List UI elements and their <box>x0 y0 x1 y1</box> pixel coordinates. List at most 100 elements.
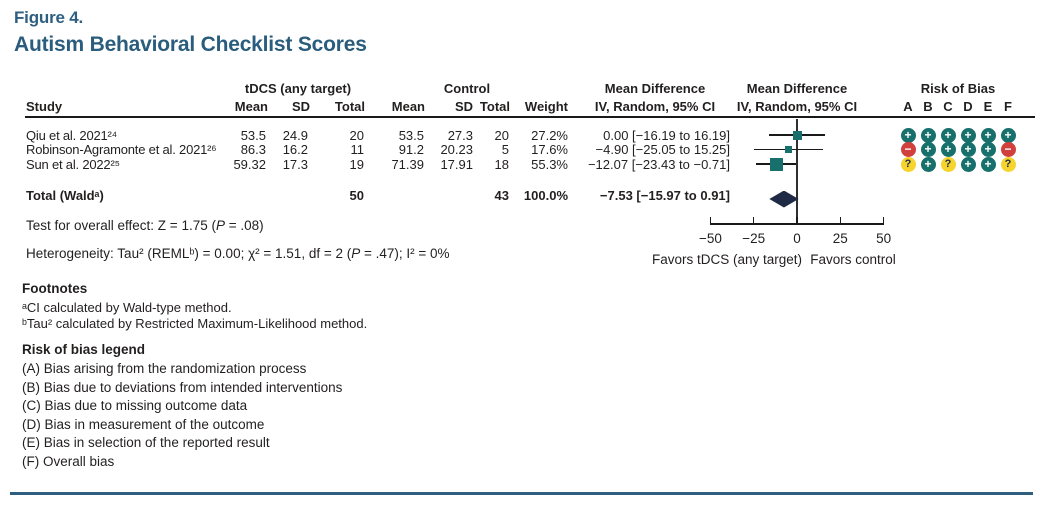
rob-dot-concerns-question-icon: ? <box>940 156 956 172</box>
heterogeneity-suffix: = .47); I² = 0% <box>360 246 450 261</box>
rob-dot-low-plus-icon: + <box>980 142 996 157</box>
favors-left-label: Favors tDCS (any target) <box>651 252 803 267</box>
forest-point-square <box>769 157 783 171</box>
heterogeneity-text: Heterogeneity: Tau² (REMLᵇ) = 0.00; χ² =… <box>26 246 450 262</box>
forest-point-square <box>785 146 792 153</box>
rob-dot-high-minus-icon: − <box>900 142 916 157</box>
mean-tdcs-value: 53.5 <box>240 127 266 143</box>
rob-dot-low-plus-icon: + <box>920 156 936 172</box>
ci-text: −4.90 [−25.05 to 15.25] <box>595 142 730 157</box>
figure-title: Autism Behavioral Checklist Scores <box>14 33 367 56</box>
group-header-tdcs: tDCS (any target) <box>244 81 352 96</box>
total-control-value: 20 <box>494 127 509 143</box>
heterogeneity-prefix: Heterogeneity: Tau² (REMLᵇ) = 0.00; χ² =… <box>26 246 352 261</box>
axis-tick <box>709 217 712 223</box>
axis-tick-label: 0 <box>793 231 801 246</box>
rob-column-letter: F <box>1004 99 1012 114</box>
rob-dot-low-plus-icon: + <box>960 156 976 172</box>
group-header-risk-of-bias: Risk of Bias <box>920 81 996 96</box>
rob-legend-item-d: (D) Bias in measurement of the outcome <box>22 416 265 432</box>
rob-dot-low-plus-icon: + <box>980 156 996 172</box>
ci-text: 0.00 [−16.19 to 16.19] <box>603 127 730 143</box>
total-tdcs-value: 11 <box>350 142 365 157</box>
figure-label: Figure 4. <box>14 8 84 27</box>
total-control-sum: 43 <box>494 188 509 203</box>
rob-legend-item-a: (A) Bias arising from the randomization … <box>22 361 307 376</box>
study-name: Sun et al. 2022²⁵ <box>26 156 120 172</box>
axis-tick <box>839 217 842 223</box>
total-tdcs-value: 20 <box>349 127 364 143</box>
column-header-total-control: Total <box>479 99 510 114</box>
column-header-sd-control: SD <box>454 99 473 114</box>
rob-dot-low-plus-icon: + <box>920 142 936 157</box>
column-header-weight: Weight <box>524 99 568 114</box>
column-header-mean-tdcs: Mean <box>234 99 268 114</box>
study-name: Qiu et al. 2021²⁴ <box>26 127 118 143</box>
forest-point-square <box>792 130 802 140</box>
rob-legend-item-e: (E) Bias in selection of the reported re… <box>22 435 270 450</box>
rob-legend-item-c: (C) Bias due to missing outcome data <box>22 398 248 413</box>
total-ci-text: −7.53 [−15.97 to 0.91] <box>599 188 730 203</box>
study-name: Robinson-Agramonte et al. 2021²⁶ <box>26 142 217 157</box>
total-weight: 100.0% <box>523 188 568 203</box>
rob-column-letter: E <box>983 99 993 114</box>
sd-control-value: 27.3 <box>447 127 473 143</box>
rob-column-letter: A <box>903 99 913 114</box>
sd-tdcs-value: 17.3 <box>282 156 308 172</box>
mean-control-value: 71.39 <box>391 156 424 172</box>
p-value-symbol: P <box>351 246 361 261</box>
rob-column-letter: D <box>963 99 973 114</box>
weight-value: 55.3% <box>531 156 568 172</box>
rob-legend-item-f: (F) Overall bias <box>22 453 115 469</box>
overall-effect-text: Test for overall effect: Z = 1.75 (P = .… <box>26 218 264 234</box>
rob-dot-concerns-question-icon: ? <box>900 156 916 172</box>
rob-dot-high-minus-icon: − <box>1000 142 1016 157</box>
rob-dot-low-plus-icon: + <box>900 127 916 143</box>
overall-effect-suffix: = .08) <box>224 218 264 233</box>
total-control-value: 5 <box>501 142 509 157</box>
axis-tick <box>882 217 885 223</box>
axis-tick <box>796 217 798 223</box>
rob-dot-low-plus-icon: + <box>940 142 956 157</box>
axis-tick-label: −50 <box>698 231 722 246</box>
weight-value: 27.2% <box>531 127 568 143</box>
favors-right-label: Favors control <box>810 252 896 267</box>
footnote-a: ᵃCI calculated by Wald-type method. <box>22 300 232 315</box>
axis-tick-label: 50 <box>876 231 892 246</box>
rob-column-letter: C <box>943 99 953 114</box>
column-header-study: Study <box>26 99 63 114</box>
sd-control-value: 17.91 <box>440 156 473 172</box>
mean-tdcs-value: 59.32 <box>233 156 266 172</box>
rob-dot-low-plus-icon: + <box>1000 127 1016 143</box>
rob-dot-concerns-question-icon: ? <box>1000 156 1016 172</box>
total-control-value: 18 <box>494 156 509 172</box>
forest-total-diamond <box>769 190 799 208</box>
rob-column-letter: B <box>923 99 933 114</box>
rob-dot-low-plus-icon: + <box>960 127 976 143</box>
axis-tick <box>752 217 755 223</box>
column-header-mean-control: Mean <box>391 99 425 114</box>
rob-legend-heading: Risk of bias legend <box>22 342 146 357</box>
group-header-control: Control <box>443 81 491 96</box>
sd-control-value: 20.23 <box>440 142 473 157</box>
group-header-mean-difference-text: Mean Difference <box>604 81 706 96</box>
ci-text: −12.07 [−23.43 to −0.71] <box>587 156 730 172</box>
header-rule <box>25 116 1035 118</box>
sd-tdcs-value: 16.2 <box>282 142 308 157</box>
plot-zero-line <box>796 119 798 223</box>
axis-tick-label: 25 <box>832 231 848 246</box>
mean-tdcs-value: 86.3 <box>240 142 266 157</box>
total-tdcs-sum: 50 <box>349 188 364 203</box>
rob-legend-item-b: (B) Bias due to deviations from intended… <box>22 379 343 395</box>
footnotes-heading: Footnotes <box>22 281 88 296</box>
bottom-rule <box>10 492 1033 495</box>
mean-control-value: 53.5 <box>398 127 424 143</box>
footnote-b: ᵇTau² calculated by Restricted Maximum-L… <box>22 316 368 331</box>
column-header-sd-tdcs: SD <box>291 99 310 114</box>
group-header-mean-difference-plot: Mean Difference <box>746 81 848 96</box>
sd-tdcs-value: 24.9 <box>282 127 308 143</box>
total-row-label: Total (Waldᵃ) <box>26 188 104 203</box>
axis-tick-label: −25 <box>742 231 766 246</box>
overall-effect-prefix: Test for overall effect: Z = 1.75 ( <box>26 218 216 233</box>
